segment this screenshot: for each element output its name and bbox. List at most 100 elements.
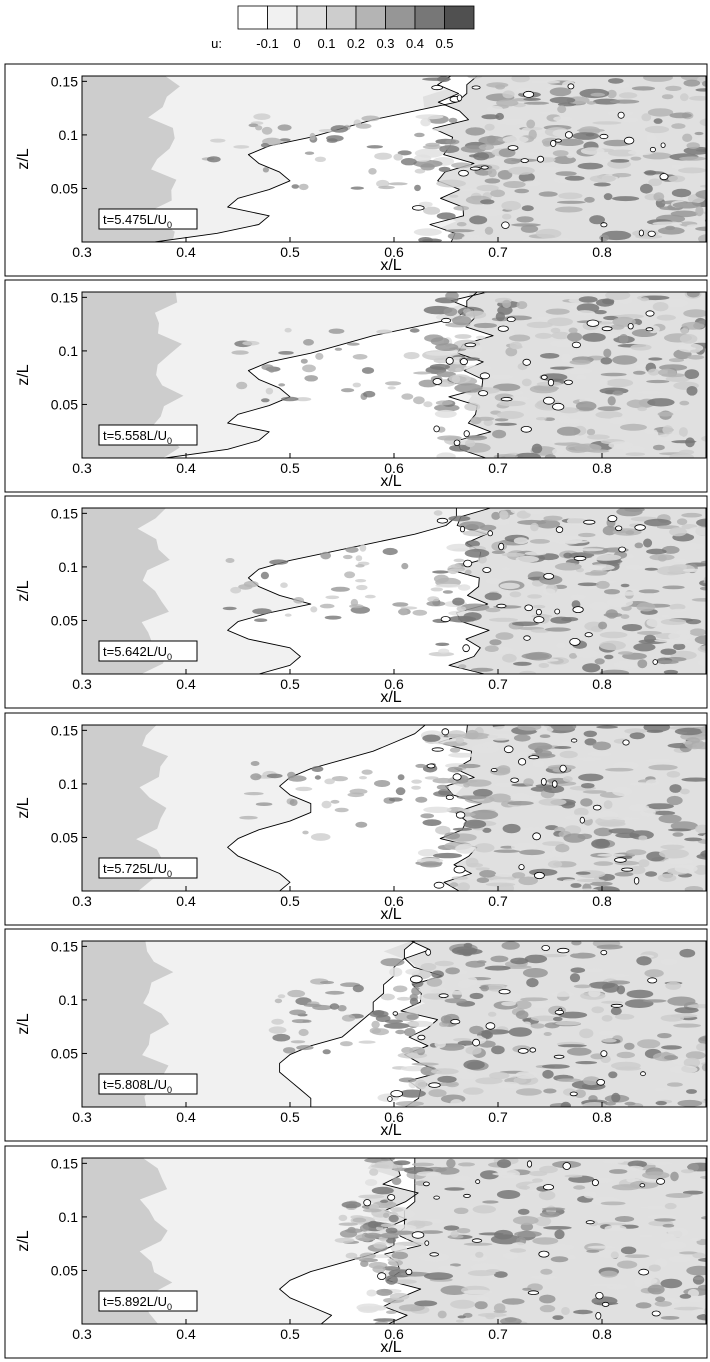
turbulent-streak [390, 1244, 408, 1253]
turbulent-streak [496, 99, 519, 107]
mixing-streak [284, 327, 292, 333]
turbulent-streak [526, 119, 536, 129]
mixing-streak [210, 138, 226, 143]
turbulent-streak [593, 861, 614, 866]
turbulent-streak [680, 327, 689, 334]
turbulent-streak [465, 960, 486, 968]
turbulent-streak [597, 1249, 623, 1259]
mixing-streak [330, 799, 340, 804]
mixing-streak [346, 342, 360, 346]
turbulent-streak [667, 1082, 683, 1087]
turbulent-streak [450, 1099, 463, 1107]
turbulent-streak [423, 206, 441, 215]
turbulent-streak [544, 627, 571, 632]
mixing-streak [448, 568, 464, 572]
y-tick-label: 0.1 [59, 127, 79, 143]
turbulent-streak [449, 882, 459, 888]
turbulent-streak [522, 1021, 531, 1027]
turbulent-streak [510, 957, 529, 965]
turbulent-streak [564, 1174, 583, 1178]
turbulent-streak [464, 402, 481, 411]
turbulent-streak [672, 201, 702, 209]
x-tick-label: 0.3 [72, 893, 92, 909]
turbulent-streak [636, 602, 656, 612]
x-tick-label: 0.6 [384, 676, 404, 692]
x-tick-label: 0.4 [176, 676, 196, 692]
turbulent-streak [701, 1063, 706, 1072]
turbulent-streak [567, 1254, 576, 1260]
turbulent-streak [446, 1158, 456, 1168]
turbulent-streak [657, 660, 679, 664]
turbulent-streak [465, 857, 479, 868]
mixing-streak [271, 1018, 284, 1025]
turbulent-streak [569, 973, 581, 983]
turbulent-streak [630, 344, 652, 351]
mixing-streak [326, 138, 338, 143]
turbulent-streak [553, 1016, 563, 1022]
turbulent-streak [701, 996, 706, 1000]
contour-loop [524, 604, 533, 612]
mixing-streak [364, 594, 376, 599]
turbulent-streak [490, 1234, 521, 1245]
mixing-streak [384, 1019, 403, 1024]
turbulent-streak [665, 375, 691, 382]
turbulent-streak [498, 1169, 520, 1179]
mixing-streak [358, 1040, 376, 1044]
turbulent-streak [597, 1030, 620, 1036]
turbulent-streak [358, 1194, 385, 1199]
mixing-streak [268, 1026, 287, 1034]
turbulent-streak [553, 116, 573, 122]
turbulent-streak [478, 144, 495, 151]
turbulent-streak [517, 725, 542, 731]
turbulent-streak [620, 423, 647, 431]
turbulent-streak [366, 1289, 377, 1297]
turbulent-streak [562, 879, 578, 883]
mixing-streak [362, 1208, 382, 1213]
turbulent-streak [700, 725, 706, 734]
x-tick-label: 0.6 [384, 244, 404, 260]
turbulent-streak [660, 1316, 680, 1320]
turbulent-streak [444, 1187, 465, 1191]
contour-loop [441, 728, 450, 736]
contour-loop [543, 396, 555, 405]
turbulent-streak [550, 725, 577, 731]
turbulent-streak [686, 1265, 706, 1276]
panel-3: 0.3 0.4 0.5 0.6 0.7 0.8 0.05 0.1 0.15 x/L z/L t=5.6… [4, 495, 708, 709]
turbulent-streak [687, 1004, 706, 1009]
turbulent-streak [674, 727, 703, 736]
turbulent-streak [490, 189, 505, 198]
turbulent-streak [472, 1205, 496, 1214]
turbulent-streak [538, 663, 550, 668]
turbulent-streak [502, 1252, 519, 1260]
turbulent-streak [398, 1089, 426, 1098]
contour-loop [526, 1160, 533, 1168]
turbulent-streak [648, 1264, 661, 1272]
turbulent-streak [610, 159, 630, 163]
turbulent-streak [580, 798, 593, 807]
panel-2: 0.3 0.4 0.5 0.6 0.7 0.8 0.05 0.1 0.15 x/L z/L t=5.5… [4, 279, 708, 493]
turbulent-streak [520, 224, 539, 233]
x-tick-label: 0.6 [384, 1326, 404, 1342]
turbulent-streak [371, 1186, 394, 1195]
turbulent-streak [665, 981, 682, 990]
mixing-streak [269, 559, 288, 565]
turbulent-streak [685, 437, 695, 448]
turbulent-streak [608, 78, 624, 84]
turbulent-streak [670, 1013, 698, 1018]
turbulent-streak [690, 349, 700, 353]
turbulent-streak [597, 853, 626, 857]
turbulent-streak [583, 730, 597, 737]
turbulent-streak [542, 588, 556, 596]
turbulent-streak [480, 199, 495, 205]
turbulent-streak [610, 1007, 622, 1016]
turbulent-streak [689, 95, 706, 101]
turbulent-streak [526, 321, 553, 329]
turbulent-streak [542, 1069, 554, 1079]
turbulent-streak [645, 871, 658, 877]
mixing-streak [254, 618, 268, 622]
turbulent-streak [489, 76, 510, 80]
panel-frame [4, 495, 708, 709]
contour-loop [586, 319, 600, 327]
mixing-streak [233, 145, 250, 149]
x-tick-label: 0.3 [72, 244, 92, 260]
